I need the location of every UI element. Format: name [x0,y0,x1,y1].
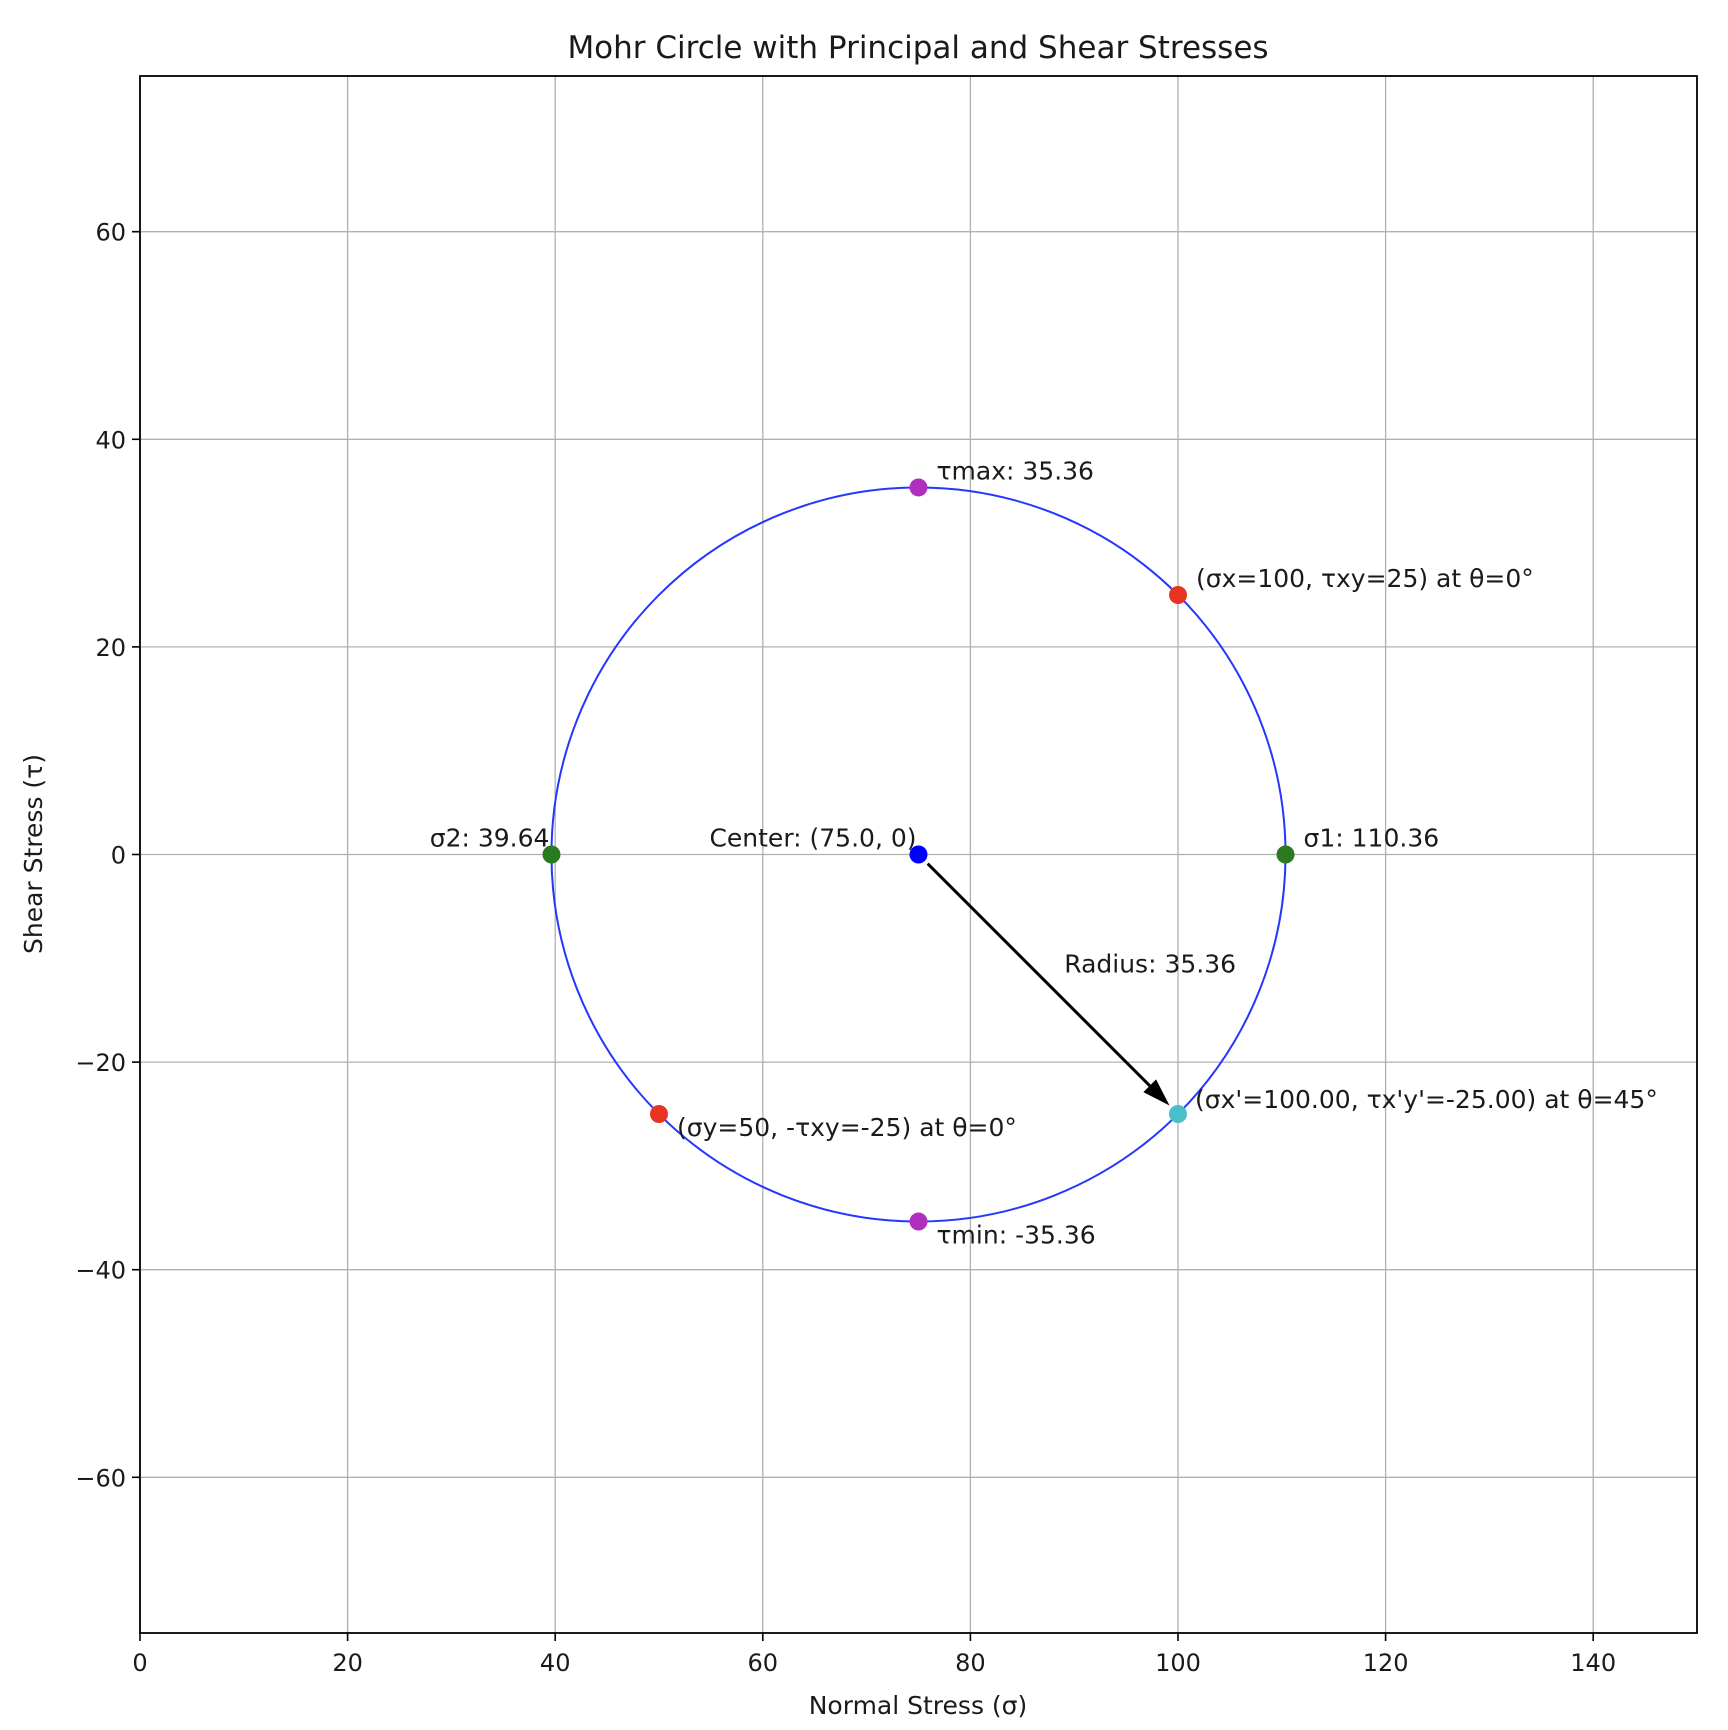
label-sigma2: σ2: 39.64 [430,824,550,853]
label-tau-min: τmin: -35.36 [937,1221,1096,1250]
chart-title: Mohr Circle with Principal and Shear Str… [567,30,1268,66]
y-tick-label: 0 [111,842,126,870]
y-tick-label: −40 [75,1257,126,1285]
radius-label: Radius: 35.36 [1064,949,1236,978]
point-stress-x [1169,586,1187,604]
x-tick-label: 80 [955,1649,986,1677]
y-tick-label: 40 [95,426,126,454]
x-axis-label: Normal Stress (σ) [809,1691,1028,1720]
y-tick-label: −20 [75,1049,126,1077]
label-center: Center: (75.0, 0) [709,824,916,853]
point-stress-rotated [1169,1105,1187,1123]
x-tick-label: 100 [1155,1649,1201,1677]
point-tau-min [909,1212,928,1231]
point-center [909,845,928,864]
point-sigma2 [542,845,561,864]
label-sigma1: σ1: 110.36 [1304,824,1440,853]
x-tick-label: 120 [1363,1649,1409,1677]
x-tick-label: 40 [540,1649,571,1677]
point-labels: Radius: 35.36 Center: (75.0, 0) σ1: 110.36… [430,456,1658,1249]
label-stress-y: (σy=50, -τxy=-25) at θ=0° [677,1113,1017,1142]
x-tick-label: 140 [1570,1649,1616,1677]
label-tau-max: τmax: 35.36 [937,456,1094,485]
y-tick-label: 60 [95,219,126,247]
radius-arrow-head [1143,1079,1170,1106]
radius-arrow-layer [926,862,1170,1106]
label-stress-rotated: (σx'=100.00, τx'y'=-25.00) at θ=45° [1195,1085,1658,1114]
x-tick-label: 0 [132,1649,147,1677]
point-tau-max [909,478,928,497]
point-stress-y [650,1105,668,1123]
axis-ticks: 0 20 40 60 80 100 120 140 −60 −40 −20 0 20 40 60 [75,219,1616,1677]
y-tick-label: −60 [75,1464,126,1492]
radius-arrow-shaft [926,862,1164,1100]
point-sigma1 [1276,845,1295,864]
y-axis-label: Shear Stress (τ) [19,754,48,954]
x-tick-label: 60 [748,1649,779,1677]
stress-points [542,478,1295,1231]
x-tick-label: 20 [332,1649,363,1677]
label-stress-x: (σx=100, τxy=25) at θ=0° [1196,564,1534,593]
grid [139,76,1697,1633]
y-tick-label: 20 [95,634,126,662]
